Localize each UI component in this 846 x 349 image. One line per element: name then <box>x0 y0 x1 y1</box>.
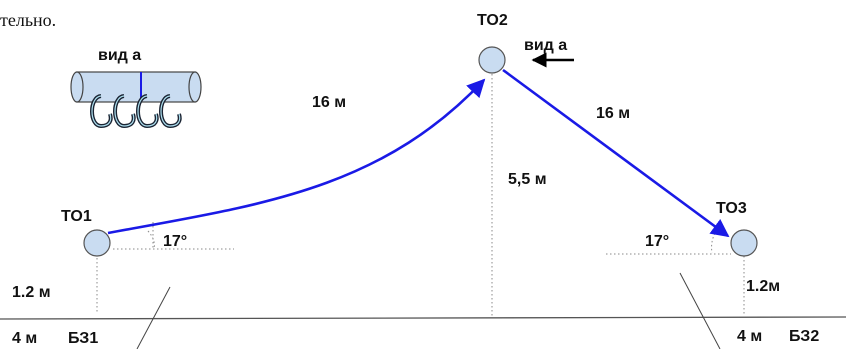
height-to2-label: 5,5 м <box>508 171 547 188</box>
zone-boundary-right <box>679 272 721 349</box>
span-right-label: 16 м <box>596 105 630 122</box>
node-label-to3: ТО3 <box>716 200 747 217</box>
inset-caption: вид а <box>98 47 141 64</box>
angle-right-label: 17° <box>645 233 669 250</box>
cutoff-heading-text: тельно. <box>0 10 56 30</box>
zone-right-label: БЗ2 <box>789 328 819 345</box>
height-to1-label: 1.2 м <box>12 284 51 301</box>
carabiner-icons <box>90 94 182 129</box>
node-to2 <box>478 46 506 74</box>
node-label-to2: ТО2 <box>477 12 508 29</box>
view-marker-label: вид а <box>524 37 567 54</box>
node-to3 <box>730 229 758 257</box>
rope-to1-to2 <box>107 78 486 235</box>
zone-left-label: БЗ1 <box>68 330 98 347</box>
zone-boundary-left <box>136 286 171 349</box>
distance-right-label: 4 м <box>737 328 762 345</box>
inset-pipe-illustration <box>70 71 202 103</box>
distance-left-label: 4 м <box>12 330 37 347</box>
height-to3-label: 1.2м <box>746 278 780 295</box>
rope-to2-to3 <box>502 68 730 238</box>
angle-arc-to3 <box>711 229 718 254</box>
angle-left-label: 17° <box>163 233 187 250</box>
node-to1 <box>83 229 111 257</box>
span-left-label: 16 м <box>312 94 346 111</box>
ground-line <box>0 316 846 320</box>
node-label-to1: ТО1 <box>61 208 92 225</box>
